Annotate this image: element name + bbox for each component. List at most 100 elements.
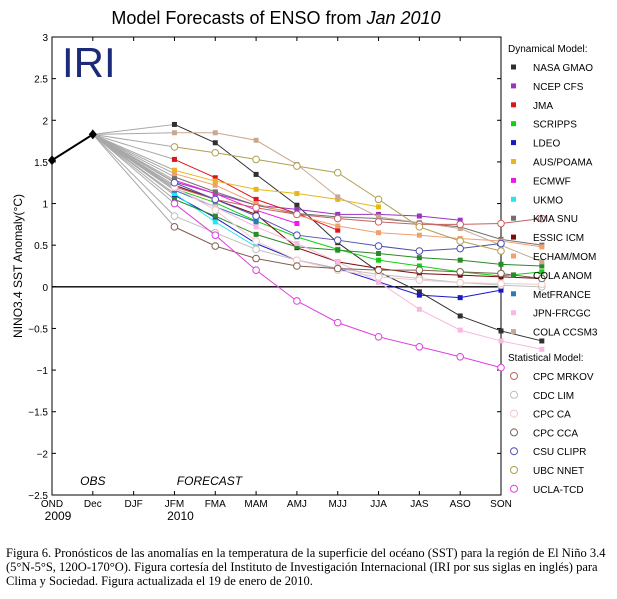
data-point <box>212 189 218 195</box>
data-point <box>252 254 260 263</box>
enso-forecast-chart: Model Forecasts of ENSO from Jan 2010 NI… <box>11 8 598 523</box>
x-tick-label: MJJ <box>329 499 347 510</box>
x-tick-label: JFM <box>165 499 184 510</box>
legend-marker <box>511 215 516 221</box>
data-point <box>376 230 382 236</box>
chart-title: Model Forecasts of ENSO from Jan 2010 <box>111 8 440 28</box>
data-point <box>294 244 300 250</box>
y-tick-label: 3 <box>42 33 48 44</box>
data-point <box>376 251 382 257</box>
data-point <box>212 175 218 181</box>
x-tick-label: ASO <box>450 499 471 510</box>
year-label: 2010 <box>167 509 194 523</box>
data-point <box>457 295 463 301</box>
data-point <box>416 255 422 261</box>
legend-marker <box>511 64 516 70</box>
data-point <box>171 167 177 173</box>
data-point <box>170 143 179 151</box>
data-point <box>415 223 424 231</box>
data-point <box>415 276 424 284</box>
legend-title-statistical: Statistical Model: <box>508 353 584 364</box>
fan-line <box>92 133 175 184</box>
data-point <box>293 210 301 219</box>
iri-logo: IRI <box>62 39 116 86</box>
data-point <box>415 266 424 274</box>
data-point <box>294 241 300 247</box>
data-point <box>335 247 341 253</box>
data-point <box>416 232 422 238</box>
legend-item: UBC NNET <box>533 466 584 477</box>
legend-marker <box>510 484 518 493</box>
data-point <box>416 289 422 295</box>
data-point <box>376 204 382 210</box>
series-line <box>174 123 542 342</box>
fan-line <box>92 133 175 171</box>
legend-item: COLA ANOM <box>533 271 592 282</box>
data-point <box>498 287 504 293</box>
data-point <box>253 224 259 230</box>
data-point <box>498 261 504 267</box>
y-tick-label: −0.5 <box>28 324 48 335</box>
data-point <box>538 274 546 283</box>
fan-line <box>92 133 175 175</box>
y-tick-label: 2.5 <box>34 75 48 86</box>
fan-line <box>92 123 175 135</box>
data-point <box>253 231 259 237</box>
data-point <box>498 328 504 334</box>
data-point <box>252 212 260 220</box>
data-point <box>252 245 260 254</box>
data-point <box>252 237 260 245</box>
series-line <box>174 132 543 263</box>
data-point <box>457 217 463 223</box>
y-tick-label: 1.5 <box>34 158 48 169</box>
legend-marker <box>511 83 516 89</box>
year-label: 2009 <box>45 509 72 523</box>
data-point <box>171 156 177 162</box>
data-point <box>497 279 505 288</box>
data-point <box>333 264 342 273</box>
forecast-label: FORECAST <box>177 474 244 488</box>
legend-title-dynamical: Dynamical Model: <box>508 44 587 55</box>
legend-item: JPN-FRCGC <box>533 309 591 320</box>
data-point <box>171 174 177 180</box>
observed-line <box>51 133 94 162</box>
data-point <box>416 292 422 298</box>
series-line <box>174 176 542 246</box>
data-point <box>293 262 301 270</box>
data-point <box>539 269 545 275</box>
series-line <box>174 186 542 285</box>
data-point <box>333 168 342 177</box>
data-point <box>416 263 422 269</box>
data-point <box>374 332 383 341</box>
fan-line <box>92 134 175 217</box>
x-tick-label: AMJ <box>287 499 307 510</box>
legend-marker <box>510 447 518 456</box>
legend-marker <box>511 121 516 127</box>
data-point <box>170 223 179 231</box>
data-point <box>171 130 177 136</box>
data-point <box>456 244 464 253</box>
data-point <box>294 202 300 208</box>
legend-item: ECHAM/MOM <box>533 252 596 263</box>
x-tick-label: OND <box>41 499 63 510</box>
data-point <box>253 201 259 207</box>
data-point <box>497 247 505 255</box>
legend-item: CDC LIM <box>533 391 574 402</box>
fan-line <box>92 134 175 228</box>
legend-item: CPC MRKOV <box>533 372 594 383</box>
data-point <box>415 342 424 351</box>
legend-marker <box>511 159 516 164</box>
data-point <box>374 273 383 281</box>
legend-item: MetFRANCE <box>533 290 591 301</box>
legend-item: COLA CCSM3 <box>533 328 598 339</box>
data-point <box>294 221 300 227</box>
legend-marker <box>510 428 518 437</box>
data-point <box>212 219 218 225</box>
legend-marker <box>511 291 516 297</box>
data-point <box>212 140 218 146</box>
data-point <box>416 213 422 219</box>
y-tick-label: 0.5 <box>34 241 48 252</box>
data-point <box>333 318 342 327</box>
legend-item: CPC CA <box>533 410 571 421</box>
